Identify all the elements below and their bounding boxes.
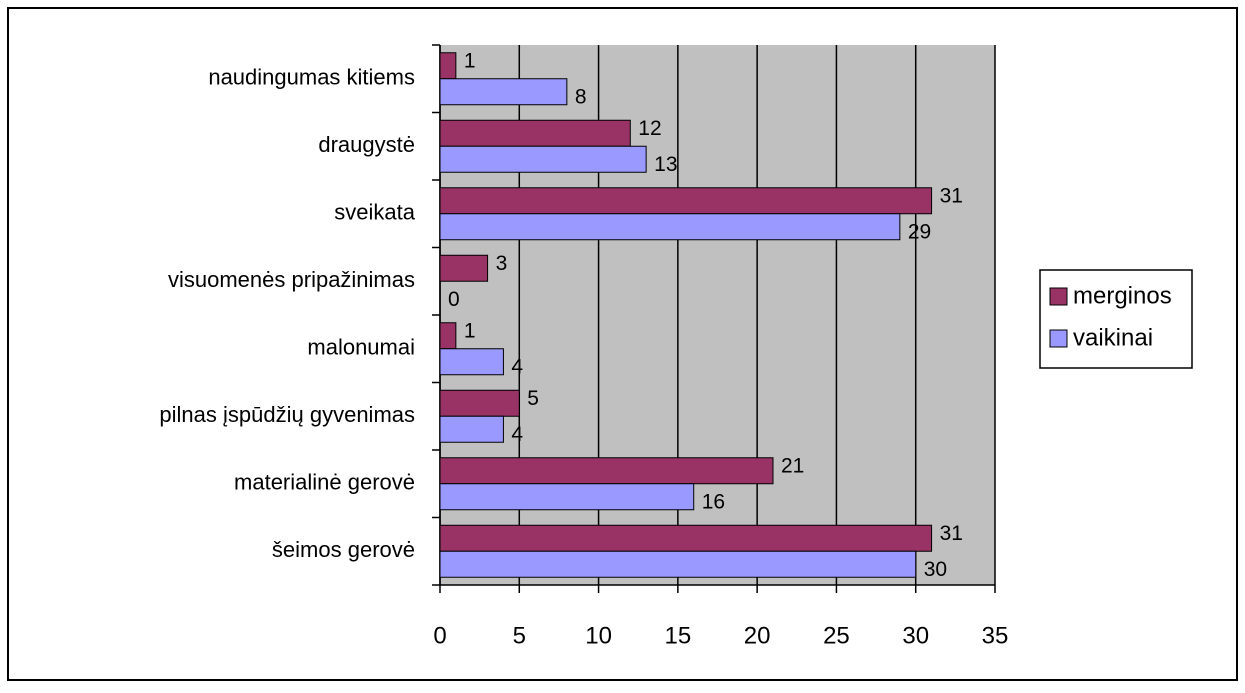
bar — [439, 415, 504, 443]
legend — [1039, 269, 1193, 369]
bar — [439, 52, 457, 80]
x-tick-label: 5 — [513, 622, 526, 649]
bar — [439, 483, 695, 511]
value-label: 29 — [908, 220, 931, 243]
bar — [439, 524, 933, 552]
y-tick-label: šeimos gerovė — [272, 537, 415, 562]
bar — [439, 78, 568, 106]
legend-label: vaikinai — [1073, 324, 1153, 351]
y-tick-label: visuomenės pripažinimas — [168, 267, 415, 292]
y-tick-label: draugystė — [318, 132, 415, 157]
value-label: 1 — [464, 49, 476, 72]
legend-swatch — [1049, 329, 1068, 348]
legend-label: merginos — [1073, 282, 1172, 309]
value-label: 5 — [527, 387, 539, 410]
value-label: 8 — [575, 85, 587, 108]
bar — [439, 389, 520, 417]
value-label: 16 — [702, 490, 725, 513]
bar — [439, 119, 631, 147]
x-tick-label: 15 — [665, 622, 692, 649]
bar — [439, 254, 489, 282]
value-label: 30 — [924, 558, 947, 581]
value-label: 31 — [940, 184, 963, 207]
x-tick-label: 35 — [982, 622, 1009, 649]
bar — [439, 145, 647, 173]
value-label: 3 — [496, 252, 508, 275]
value-label: 1 — [464, 319, 476, 342]
value-label: 13 — [654, 153, 677, 176]
bar — [439, 457, 774, 485]
value-label: 12 — [638, 117, 661, 140]
bar — [439, 322, 457, 350]
value-label: 0 — [448, 288, 460, 311]
y-tick-label: sveikata — [334, 200, 415, 225]
value-label: 31 — [940, 522, 963, 545]
bar — [439, 213, 901, 241]
y-tick-label: pilnas įspūdžių gyvenimas — [159, 402, 415, 427]
bar — [439, 550, 917, 578]
x-tick-label: 30 — [902, 622, 929, 649]
x-tick-label: 0 — [433, 622, 446, 649]
bar — [439, 348, 504, 376]
y-tick-label: malonumai — [307, 335, 415, 360]
value-label: 21 — [781, 454, 804, 477]
legend-swatch — [1049, 287, 1068, 306]
y-tick-label: materialinė gerovė — [234, 470, 415, 495]
value-label: 4 — [511, 423, 523, 446]
value-label: 4 — [511, 355, 523, 378]
x-tick-label: 20 — [744, 622, 771, 649]
x-tick-label: 10 — [585, 622, 612, 649]
y-tick-label: naudingumas kitiems — [208, 65, 415, 90]
bar — [439, 187, 933, 215]
x-tick-label: 25 — [823, 622, 850, 649]
